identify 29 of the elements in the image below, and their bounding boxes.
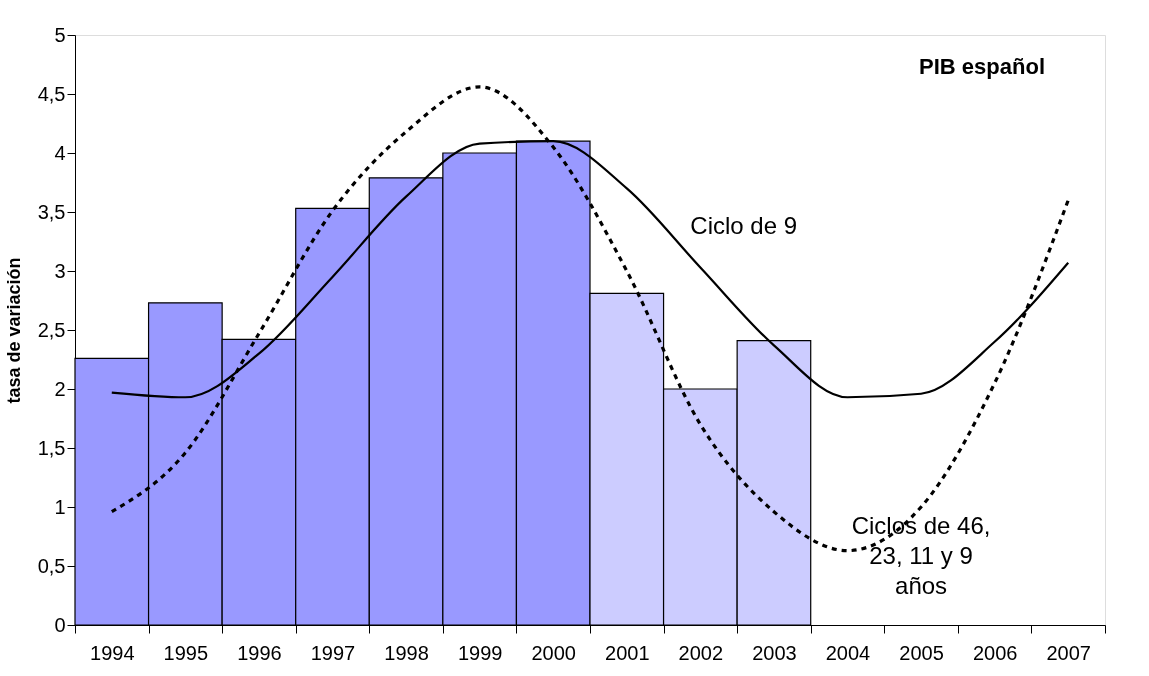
y-tick-label: 2,5 — [37, 318, 66, 341]
x-tick-label: 1994 — [90, 641, 135, 664]
x-tick-label: 2005 — [899, 641, 944, 664]
y-tick-label: 1,5 — [37, 436, 66, 459]
y-tick-label: 4 — [54, 141, 66, 164]
x-tick-label: 2000 — [531, 641, 576, 664]
y-axis-title: tasa de variación — [3, 257, 24, 404]
series-label: Ciclo de 9 — [690, 212, 798, 240]
x-tick-label: 2003 — [752, 641, 797, 664]
y-tick-label: 1 — [54, 495, 66, 518]
y-tick-label: 4,5 — [37, 82, 66, 105]
y-tick-label: 0,5 — [37, 554, 66, 577]
x-tick-label: 2001 — [605, 641, 650, 664]
y-tick-label: 5 — [54, 23, 66, 46]
x-tick-label: 1995 — [163, 641, 209, 664]
x-tick-label: 1999 — [457, 641, 503, 664]
y-tick-label: 3,5 — [37, 200, 66, 223]
x-tick-label: 2007 — [1046, 641, 1091, 664]
x-tick-label: 2002 — [678, 641, 724, 664]
series-label: Ciclos de 46, 23, 11 y 9 años — [851, 512, 991, 599]
x-tick-label: 1998 — [384, 641, 429, 664]
text: PIB español — [919, 54, 1045, 79]
x-tick-label: 2004 — [825, 641, 871, 664]
x-tick-label: 1997 — [310, 641, 356, 664]
x-tick-label: 2006 — [972, 641, 1018, 664]
x-tick-label: 1996 — [237, 641, 282, 664]
y-tick-label: 3 — [54, 259, 66, 282]
y-tick-label: 2 — [54, 377, 66, 400]
y-tick-label: 0 — [54, 613, 66, 636]
